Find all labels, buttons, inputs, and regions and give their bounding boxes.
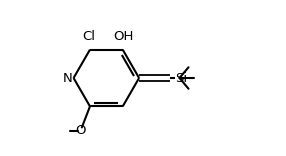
Text: OH: OH — [113, 30, 134, 43]
Text: Si: Si — [175, 71, 188, 85]
Text: N: N — [63, 71, 72, 85]
Text: Cl: Cl — [82, 30, 95, 43]
Text: O: O — [75, 124, 86, 137]
